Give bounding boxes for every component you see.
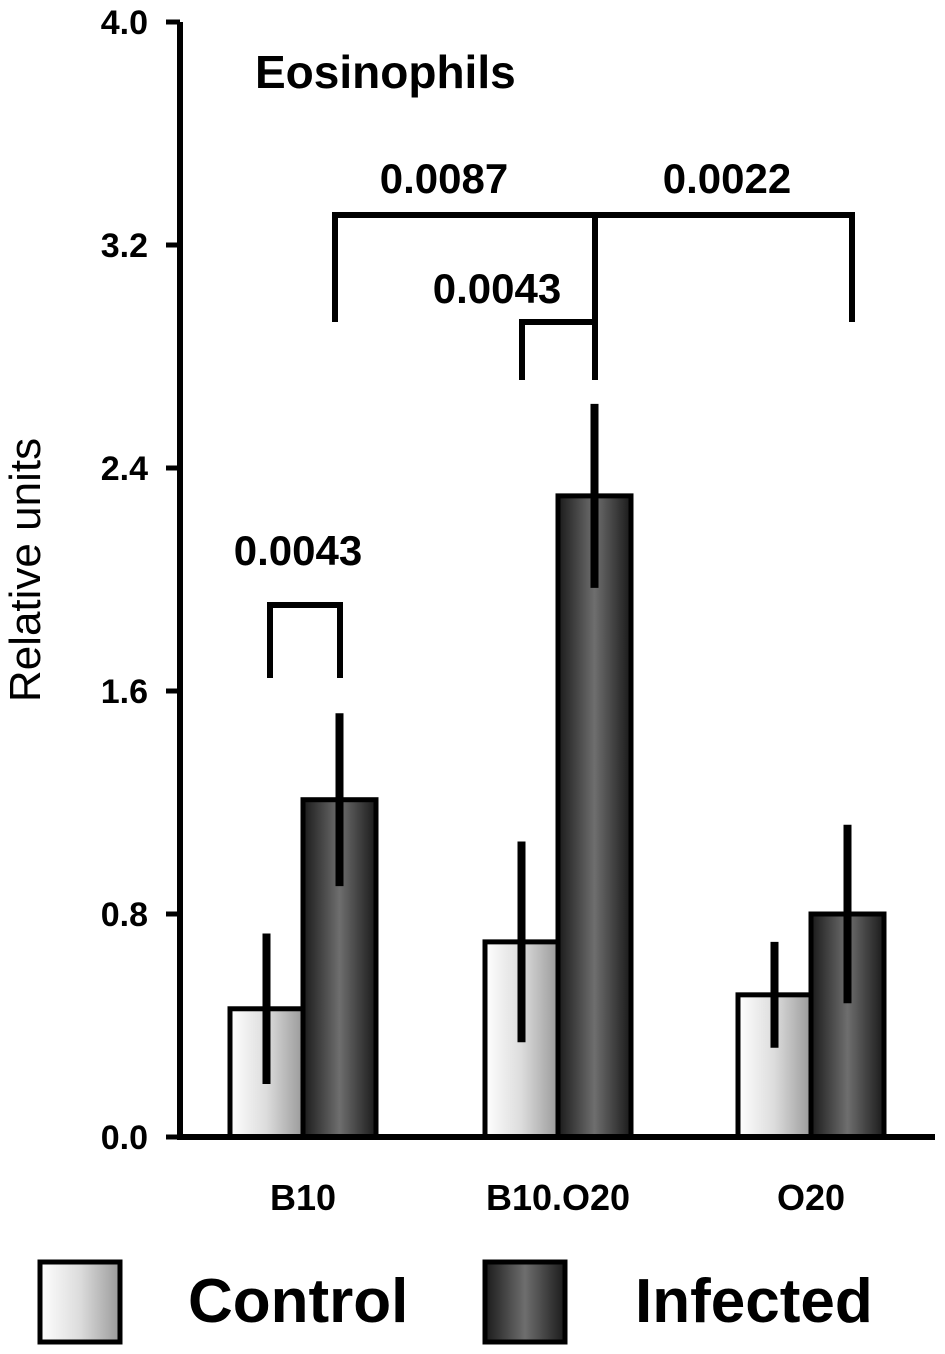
- x-tick-label-b10-o20: B10.O20: [486, 1177, 630, 1218]
- p-value-label-2: 0.0043: [433, 265, 561, 312]
- y-axis-label: Relative units: [1, 438, 50, 702]
- chart-title: Eosinophils: [255, 46, 516, 98]
- p-value-label-4: 0.0022: [663, 155, 791, 202]
- y-tick-label-3-2: 3.2: [101, 227, 148, 265]
- y-tick-label-0-0: 0.0: [101, 1119, 148, 1157]
- y-tick-label-0-8: 0.8: [101, 896, 148, 934]
- legend-swatch-control: [37, 1259, 123, 1345]
- legend-item-control: Control: [37, 1259, 408, 1345]
- y-tick-label-1-6: 1.6: [101, 673, 148, 711]
- legend-swatch-infected: [482, 1259, 568, 1345]
- p-value-label-3: 0.0087: [380, 155, 508, 202]
- x-tick-label-o20: O20: [777, 1177, 845, 1218]
- bracket-line-2: [519, 319, 598, 380]
- legend-label-infected: Infected: [635, 1267, 873, 1336]
- p-value-label-1: 0.0043: [234, 527, 362, 574]
- legend-item-infected: Infected: [482, 1259, 873, 1345]
- significance-bracket-1: 0.0043: [234, 527, 362, 678]
- bracket-line-1: [267, 602, 343, 678]
- legend-label-control: Control: [188, 1267, 408, 1336]
- bracket-line-4: [592, 212, 855, 322]
- y-tick-label-4-0: 4.0: [101, 4, 148, 42]
- significance-bracket-2: 0.0043: [433, 265, 598, 380]
- x-tick-label-b10: B10: [270, 1177, 336, 1218]
- y-tick-label-2-4: 2.4: [101, 450, 148, 488]
- bar-infected-b10-o20: [555, 493, 634, 1140]
- significance-bracket-4: 0.0022: [592, 155, 855, 322]
